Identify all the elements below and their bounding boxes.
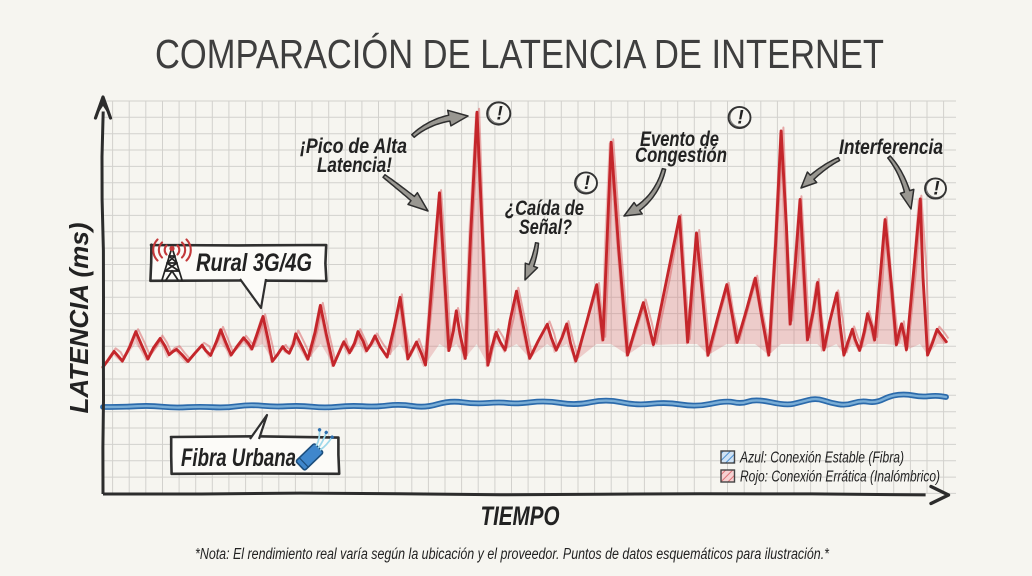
svg-text:TIEMPO: TIEMPO: [481, 501, 560, 531]
svg-text:Rojo: Conexión Errática (Inaló: Rojo: Conexión Errática (Inalómbrico): [740, 469, 940, 486]
svg-text:¿Caída de: ¿Caída de: [505, 197, 584, 220]
svg-text:Azul: Conexión Estable (Fibra): Azul: Conexión Estable (Fibra): [739, 450, 904, 467]
svg-text:Rural 3G/4G: Rural 3G/4G: [196, 249, 312, 277]
svg-text:Señal?: Señal?: [519, 216, 572, 239]
svg-text:!: !: [933, 179, 939, 200]
svg-text:!: !: [497, 104, 503, 125]
svg-text:¡Pico de Alta: ¡Pico de Alta: [300, 135, 407, 158]
svg-text:COMPARACIÓN DE LATENCIA DE INT: COMPARACIÓN DE LATENCIA DE INTERNET: [155, 31, 884, 77]
svg-text:!: !: [584, 173, 590, 194]
svg-text:Interferencia: Interferencia: [839, 136, 943, 159]
svg-text:*Nota: El rendimiento real var: *Nota: El rendimiento real varía según l…: [195, 546, 830, 563]
svg-text:Evento de: Evento de: [640, 128, 719, 151]
svg-text:Latencia!: Latencia!: [317, 154, 392, 177]
svg-text:Congestión: Congestión: [635, 144, 727, 167]
svg-text:Fibra Urbana: Fibra Urbana: [181, 444, 296, 472]
svg-text:LATENCIA (ms): LATENCIA (ms): [64, 223, 94, 414]
svg-text:!: !: [737, 108, 743, 129]
